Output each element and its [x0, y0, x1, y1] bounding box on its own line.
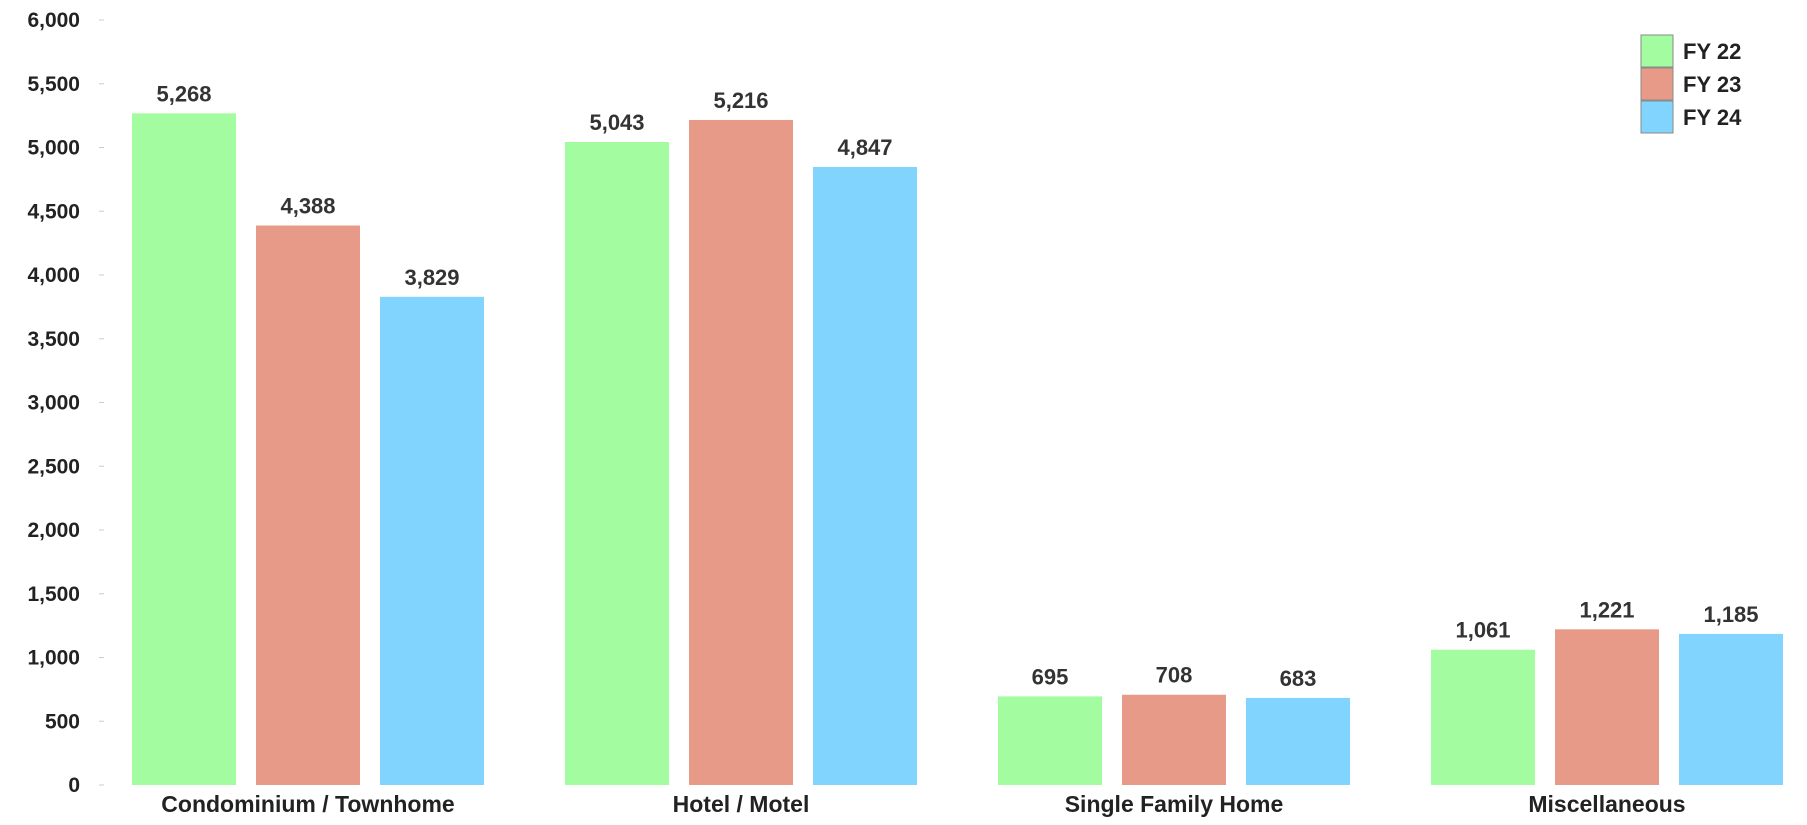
bar [565, 142, 669, 785]
bar [256, 225, 360, 785]
data-label: 4,847 [837, 135, 892, 160]
bar [380, 296, 484, 785]
category-label: Hotel / Motel [673, 791, 810, 817]
data-label: 708 [1156, 663, 1193, 688]
data-label: 5,216 [713, 88, 768, 113]
y-tick-label: 1,500 [27, 583, 80, 606]
bar [1679, 633, 1783, 785]
legend-label: FY 22 [1683, 39, 1741, 64]
y-tick-label: 3,500 [27, 328, 80, 351]
bar [132, 113, 236, 785]
y-tick-label: 4,000 [27, 264, 80, 287]
y-tick-label: 5,000 [27, 137, 80, 160]
data-label: 695 [1032, 664, 1069, 689]
legend: FY 22 FY 23 FY 24 [1640, 34, 1742, 134]
data-label: 1,061 [1455, 618, 1510, 643]
data-labels-group: 5,268 4,388 3,829 5,043 5,216 4,847 695 708 683 1… [156, 81, 1758, 691]
y-tick-label: 1,000 [27, 647, 80, 670]
bar [689, 119, 793, 785]
data-label: 5,043 [589, 110, 644, 135]
category-label: Condominium / Townhome [161, 791, 454, 817]
bar [1431, 649, 1535, 785]
y-tick-label: 6,000 [27, 9, 80, 32]
y-tick-label: 2,500 [27, 455, 80, 478]
data-label: 3,829 [404, 265, 459, 290]
bar [1122, 694, 1226, 785]
data-label: 4,388 [280, 194, 335, 219]
legend-swatch [1640, 100, 1674, 134]
bar [998, 696, 1102, 785]
data-label: 1,221 [1579, 597, 1634, 622]
y-tick-label: 3,000 [27, 392, 80, 415]
y-axis: 0 500 1,000 1,500 2,000 2,500 3,000 3,500 4,000 4… [27, 9, 104, 797]
legend-label: FY 24 [1683, 105, 1742, 130]
y-tick-label: 5,500 [27, 73, 80, 96]
legend-swatch [1640, 67, 1674, 101]
legend-label: FY 23 [1683, 72, 1741, 97]
bar [1246, 697, 1350, 785]
bar [1555, 629, 1659, 785]
bar [813, 167, 917, 785]
category-label: Miscellaneous [1528, 791, 1685, 817]
legend-swatch [1640, 34, 1674, 68]
data-label: 683 [1280, 666, 1317, 691]
x-axis: Condominium / Townhome Hotel / Motel Singl… [161, 791, 1685, 817]
y-tick-label: 4,500 [27, 200, 80, 223]
bar-series-group [132, 113, 1783, 785]
y-tick-label: 500 [45, 710, 80, 733]
category-label: Single Family Home [1065, 791, 1284, 817]
data-label: 5,268 [156, 81, 211, 106]
data-label: 1,185 [1703, 602, 1758, 627]
y-tick-label: 0 [68, 774, 80, 797]
y-tick-label: 2,000 [27, 519, 80, 542]
